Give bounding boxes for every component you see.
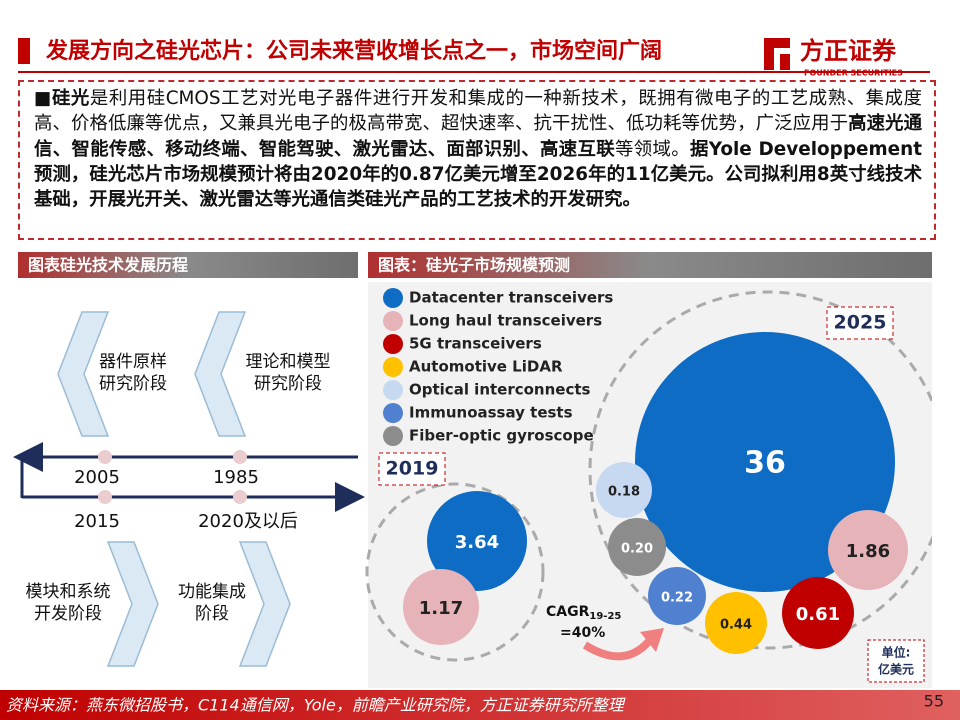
logo-sub: FOUNDER SECURITIES [804,69,903,78]
cagr-part: CAGR [546,604,590,620]
stage-label: 阶段 [195,604,229,624]
bubble-label: 1.86 [846,541,890,562]
legend-label: 5G transceivers [409,335,542,353]
legend-label: Long haul transceivers [409,312,602,330]
title-marker [18,38,30,64]
bubble-label: 0.20 [621,542,653,557]
stage-label: 理论和模型 [246,352,331,372]
intro-box: ■硅光是利用硅CMOS工艺对光电子器件进行开发和集成的一种新技术，既拥有微电子的… [18,80,936,240]
page-number: 55 [924,692,944,711]
cagr-part: 19-25 [589,611,621,622]
bubble-label: 0.61 [796,604,840,625]
cagr-arrowhead [640,628,664,652]
bubble [705,592,767,654]
year-box [378,452,446,486]
bubble [403,569,479,645]
timeline-dots [98,450,247,504]
bubble [608,518,666,576]
footer-bar [0,690,960,720]
chevrons [57,311,291,667]
bubble-label: 36 [744,446,786,481]
intro-text: 等领域。 [615,138,690,160]
unit-label: 单位: [882,645,911,660]
unit-label: 亿美元 [878,662,914,677]
legend-label: Datacenter transceivers [409,289,613,307]
bubble [648,567,706,625]
bubble-label: 0.44 [720,618,752,633]
legend-swatch [383,426,403,446]
stage-label: 功能集成 [178,582,246,602]
bubble [596,462,652,518]
title: 发展方向之硅光芯片：公司未来营收增长点之一，市场空间广阔 [45,38,662,64]
legend-swatch [383,403,403,423]
legend-swatch [383,357,403,377]
year-label: 2015 [74,511,120,532]
year-label: 2020及以后 [198,511,298,532]
bubble-label: 0.22 [661,591,693,606]
panel-header [368,252,932,278]
group-ring [588,290,932,650]
intro-text: 是利用硅CMOS工艺对光电子器件进行开发和集成的一种新技术，既拥有微电子的工艺成… [34,88,922,135]
stage-label: 开发阶段 [34,604,102,624]
intro-text: 据Yole Developpement 预测，硅光芯片市场规模预计将由2020年… [34,138,922,211]
unit-box [867,639,925,683]
panel-title: 图表：硅光子市场规模预测 [378,256,570,275]
intro-text: ■ [34,88,52,109]
stage-label: 研究阶段 [254,374,322,394]
legend-label: Optical interconnects [409,381,591,399]
panel-header [18,252,358,278]
bubble [635,332,895,592]
legend-label: Fiber-optic gyroscope [409,427,594,445]
legend-label: Automotive LiDAR [409,358,563,376]
group-ring [365,482,545,662]
bubble-label: 3.64 [455,532,499,553]
intro-text: 高速光通信、智能传感、移动终端、智能驾驶、激光雷达、面部识别、高速互联 [34,113,922,160]
logo-icon [764,38,790,70]
stage-label: 研究阶段 [99,374,167,394]
cagr-label: =40% [560,625,605,641]
bubble-label: 0.18 [608,485,640,500]
year-box [826,306,894,340]
cagr-label: CAGR19-25 [546,604,621,622]
legend-swatch [383,334,403,354]
stage-label: 模块和系统 [26,582,111,602]
legend-swatch [383,380,403,400]
logo-name: 方正证券 [800,37,897,65]
stage-label: 器件原样 [99,352,167,372]
legend-swatch [383,288,403,308]
footer-source: 资料来源：燕东微招股书，C114通信网，Yole，前瞻产业研究院，方正证券研究所… [6,696,626,715]
year-box-label: 2019 [386,458,439,480]
bubble [427,491,527,591]
panel-title: 图表硅光技术发展历程 [28,256,188,275]
legend-label: Immunoassay tests [409,404,573,422]
bubble-label: 1.17 [419,598,463,619]
bubble [782,577,854,649]
year-label: 2005 [74,467,120,488]
cagr-arrow [582,637,654,661]
legend-swatch [383,311,403,331]
bubble [828,510,908,590]
intro-text: 硅光 [51,88,90,109]
year-box-label: 2025 [834,312,887,334]
year-label: 1985 [213,467,259,488]
